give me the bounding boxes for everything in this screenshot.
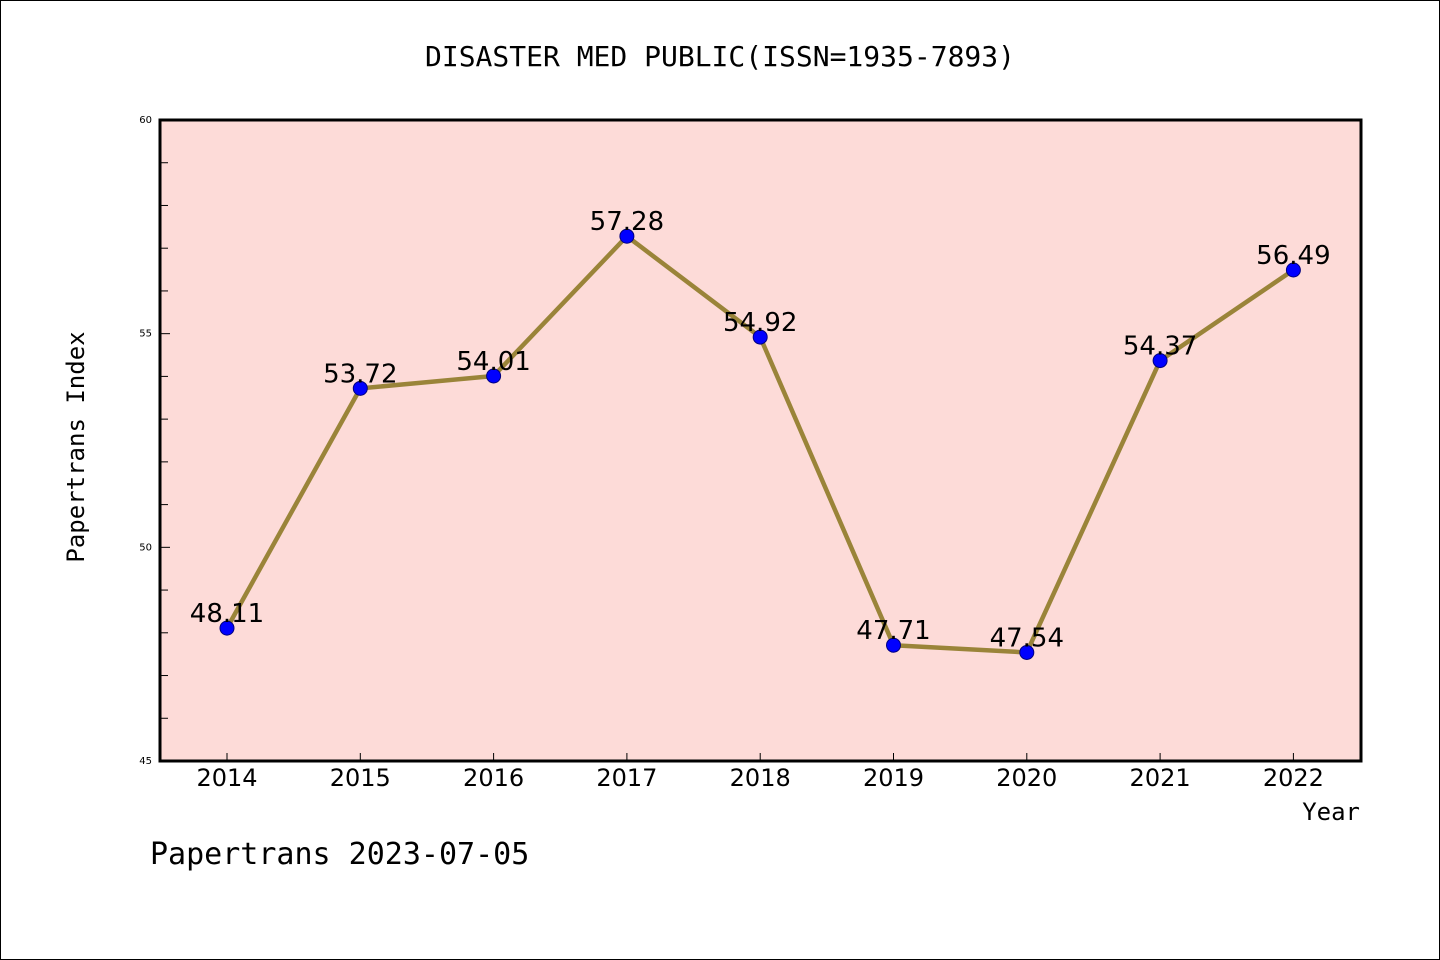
x-axis: 2014 2015 2016 2017 2018 2019 2020 2021 2022 — [196, 753, 1324, 792]
data-point-marker — [752, 329, 768, 345]
data-label: 48.11 — [190, 599, 264, 629]
data-label: 47.54 — [990, 623, 1064, 653]
data-point-marker — [1152, 353, 1168, 369]
x-tick-label: 2020 — [996, 764, 1057, 792]
data-point-marker — [486, 368, 502, 384]
x-tick-label: 2017 — [596, 764, 657, 792]
data-point-marker — [1285, 262, 1301, 278]
data-point-marker — [619, 228, 635, 244]
data-point-marker — [1019, 644, 1035, 660]
x-tick-label: 2021 — [1130, 764, 1191, 792]
plot-border — [158, 118, 1363, 763]
y-tick-label: 60 — [139, 115, 152, 126]
data-label: 54.92 — [723, 308, 797, 338]
data-label: 47.71 — [856, 616, 930, 646]
y-tick-label: 45 — [139, 756, 152, 767]
data-point-marker — [886, 637, 901, 653]
data-point-marker — [352, 380, 368, 396]
x-tick-label: 2015 — [330, 764, 391, 792]
y-tick-label: 55 — [139, 329, 152, 340]
chart-title: DISASTER MED PUBLIC(ISSN=1935-7893) — [425, 40, 1015, 73]
data-label: 57.28 — [590, 207, 664, 237]
data-label: 54.01 — [456, 347, 530, 377]
plot-area — [160, 120, 1361, 761]
data-label: 54.37 — [1123, 332, 1197, 362]
series-markers — [219, 228, 1301, 660]
data-point-marker — [219, 620, 235, 636]
x-axis-title: Year — [1302, 798, 1360, 826]
footer-source-date: Papertrans 2023-07-05 — [150, 837, 529, 872]
x-tick-label: 2014 — [196, 764, 257, 792]
x-tick-label: 2022 — [1263, 764, 1324, 792]
data-label: 53.72 — [323, 359, 397, 389]
y-tick-label: 50 — [139, 542, 152, 553]
y-axis-title: Papertrans Index — [62, 331, 90, 562]
x-tick-label: 2016 — [463, 764, 524, 792]
data-labels: 48.11 53.72 54.01 57.28 54.92 47.71 47.54 54.37… — [190, 207, 1331, 653]
x-tick-label: 2019 — [863, 764, 924, 792]
x-tick-label: 2018 — [730, 764, 791, 792]
data-label: 56.49 — [1256, 241, 1330, 271]
